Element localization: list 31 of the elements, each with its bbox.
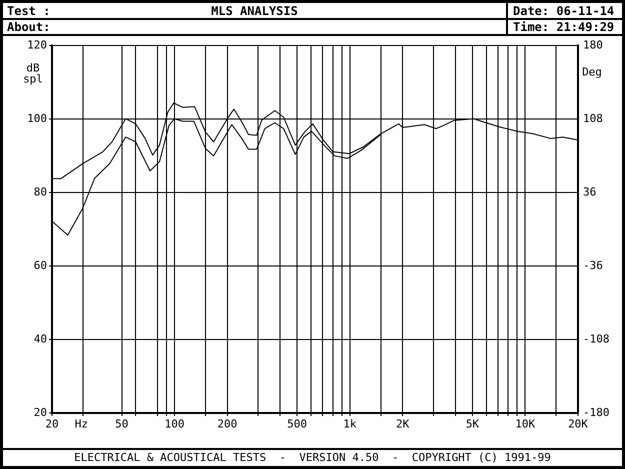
- text: Test :: [7, 4, 50, 18]
- x-tick-label: 5K: [466, 417, 480, 430]
- x-tick-label: 20K: [568, 417, 588, 430]
- y-axis-title: dB spl: [23, 62, 43, 86]
- x-tick-label: 1k: [343, 417, 357, 430]
- x-tick-label: 200: [217, 417, 238, 430]
- y-tick-label: 80: [34, 185, 47, 198]
- y2-tick-label: -36: [583, 258, 603, 272]
- text: About:: [7, 20, 50, 34]
- y-tick-label: 120: [27, 38, 47, 52]
- chart-title: MLS ANALYSIS: [211, 4, 298, 18]
- y2-tick-label: 108: [583, 112, 603, 125]
- x-tick-label: 500: [287, 417, 308, 430]
- x-tick-label: 2K: [396, 417, 410, 430]
- y-tick-label: 100: [27, 112, 47, 125]
- x-tick-label: 10K: [515, 417, 536, 430]
- text: Time: 21:49:29: [513, 20, 614, 34]
- y-tick-label: 60: [34, 258, 47, 272]
- x-axis-title: Hz: [74, 417, 88, 430]
- y2-tick-label: -180: [583, 406, 610, 419]
- y-tick-label: 40: [34, 332, 47, 346]
- y2-tick-label: -108: [583, 332, 610, 346]
- y2-tick-label: 36: [583, 185, 596, 198]
- y-tick-label: 20: [34, 406, 47, 419]
- x-tick-label: 100: [164, 417, 184, 430]
- text: Date: 06-11-14: [513, 4, 614, 18]
- x-tick-label: 20: [45, 417, 59, 430]
- y2-tick-label: 180: [583, 38, 603, 52]
- y2-axis-title: Deg: [582, 66, 602, 79]
- text: ELECTRICAL & ACOUSTICAL TESTS - VERSION 4.50 - COPYRIGHT (C) 1991-99: [73, 451, 552, 465]
- x-tick-label: 50: [115, 417, 128, 430]
